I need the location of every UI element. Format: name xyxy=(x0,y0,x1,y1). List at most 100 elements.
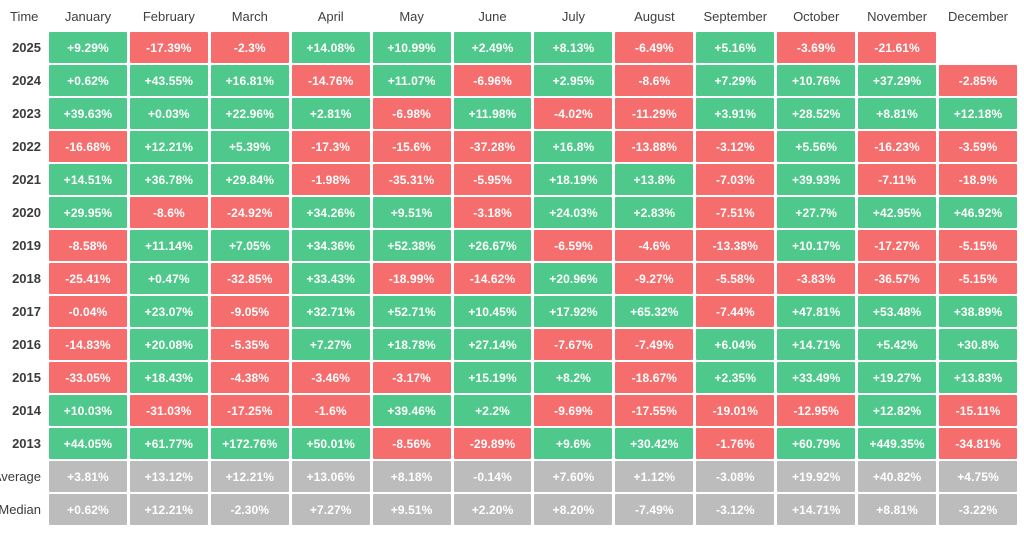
cell-2016-april: +7.27% xyxy=(291,329,370,360)
cell-2024-july: +2.95% xyxy=(534,65,613,96)
cell-2021-june: -5.95% xyxy=(453,164,532,195)
cell-2017-january: -0.04% xyxy=(49,296,127,327)
cell-2015-may: -3.17% xyxy=(372,362,451,393)
row-label-2025: 2025 xyxy=(12,40,41,55)
cell-average-august: +1.12% xyxy=(615,461,694,492)
cell-2022-august: -13.88% xyxy=(615,131,694,162)
cell-2024-august: -8.6% xyxy=(615,65,694,96)
cell-2020-july: +24.03% xyxy=(534,197,613,228)
cell-2013-may: -8.56% xyxy=(372,428,451,459)
month-header-october: October xyxy=(793,8,840,24)
cell-2019-february: +11.14% xyxy=(129,230,208,261)
cell-2021-december: -18.9% xyxy=(939,164,1017,195)
cell-2018-september: -5.58% xyxy=(696,263,775,294)
cell-2023-march: +22.96% xyxy=(210,98,289,129)
cell-2022-december: -3.59% xyxy=(939,131,1017,162)
time-header: Time xyxy=(10,8,39,24)
cell-2020-june: -3.18% xyxy=(453,197,532,228)
cell-2025-march: -2.3% xyxy=(210,32,289,63)
month-header-june: June xyxy=(478,8,507,24)
cell-2021-september: -7.03% xyxy=(696,164,775,195)
month-header-april: April xyxy=(317,8,344,24)
cell-2017-july: +17.92% xyxy=(534,296,613,327)
cell-2018-august: -9.27% xyxy=(615,263,694,294)
cell-2025-december xyxy=(939,32,1017,63)
row-label-2018: 2018 xyxy=(12,271,41,286)
row-label-2023: 2023 xyxy=(12,106,41,121)
cell-2021-november: -7.11% xyxy=(858,164,937,195)
cell-average-may: +8.18% xyxy=(372,461,451,492)
cell-2015-november: +19.27% xyxy=(858,362,937,393)
month-header-july: July xyxy=(561,8,585,24)
cell-2020-march: -24.92% xyxy=(210,197,289,228)
cell-2016-february: +20.08% xyxy=(129,329,208,360)
cell-2021-october: +39.93% xyxy=(777,164,856,195)
cell-2022-may: -15.6% xyxy=(372,131,451,162)
cell-2024-june: -6.96% xyxy=(453,65,532,96)
cell-2024-april: -14.76% xyxy=(291,65,370,96)
cell-2022-september: -3.12% xyxy=(696,131,775,162)
cell-2013-august: +30.42% xyxy=(615,428,694,459)
cell-2019-january: -8.58% xyxy=(49,230,127,261)
cell-median-december: -3.22% xyxy=(939,494,1017,525)
cell-2015-july: +8.2% xyxy=(534,362,613,393)
cell-2018-march: -32.85% xyxy=(210,263,289,294)
cell-2023-december: +12.18% xyxy=(939,98,1017,129)
cell-2020-january: +29.95% xyxy=(49,197,127,228)
cell-median-march: -2.30% xyxy=(210,494,289,525)
cell-median-october: +14.71% xyxy=(777,494,856,525)
cell-2022-november: -16.23% xyxy=(858,131,937,162)
cell-2024-february: +43.55% xyxy=(129,65,208,96)
cell-2018-october: -3.83% xyxy=(777,263,856,294)
cell-2025-april: +14.08% xyxy=(291,32,370,63)
cell-2020-september: -7.51% xyxy=(696,197,775,228)
month-header-january: January xyxy=(64,8,112,24)
cell-2015-september: +2.35% xyxy=(696,362,775,393)
cell-2017-june: +10.45% xyxy=(453,296,532,327)
cell-2022-july: +16.8% xyxy=(534,131,613,162)
cell-2023-october: +28.52% xyxy=(777,98,856,129)
row-label-average: Average xyxy=(0,469,41,484)
cell-average-september: -3.08% xyxy=(696,461,775,492)
cell-2013-january: +44.05% xyxy=(49,428,127,459)
cell-2023-november: +8.81% xyxy=(858,98,937,129)
cell-2013-october: +60.79% xyxy=(777,428,856,459)
cell-2013-november: +449.35% xyxy=(858,428,937,459)
cell-2018-december: -5.15% xyxy=(939,263,1017,294)
cell-2019-december: -5.15% xyxy=(939,230,1017,261)
cell-2024-january: +0.62% xyxy=(49,65,127,96)
cell-2014-march: -17.25% xyxy=(210,395,289,426)
cell-2016-september: +6.04% xyxy=(696,329,775,360)
row-label-2015: 2015 xyxy=(12,370,41,385)
cell-2018-june: -14.62% xyxy=(453,263,532,294)
month-header-november: November xyxy=(867,8,928,24)
cell-2019-july: -6.59% xyxy=(534,230,613,261)
cell-2023-june: +11.98% xyxy=(453,98,532,129)
cell-2015-august: -18.67% xyxy=(615,362,694,393)
cell-2013-july: +9.6% xyxy=(534,428,613,459)
cell-2022-february: +12.21% xyxy=(129,131,208,162)
cell-2014-january: +10.03% xyxy=(49,395,127,426)
cell-2021-august: +13.8% xyxy=(615,164,694,195)
cell-2021-may: -35.31% xyxy=(372,164,451,195)
cell-2025-february: -17.39% xyxy=(129,32,208,63)
cell-2017-november: +53.48% xyxy=(858,296,937,327)
cell-2018-april: +33.43% xyxy=(291,263,370,294)
cell-2024-november: +37.29% xyxy=(858,65,937,96)
cell-2013-june: -29.89% xyxy=(453,428,532,459)
cell-average-july: +7.60% xyxy=(534,461,613,492)
cell-2019-september: -13.38% xyxy=(696,230,775,261)
month-header-september: September xyxy=(703,8,768,24)
cell-2015-april: -3.46% xyxy=(291,362,370,393)
cell-2023-september: +3.91% xyxy=(696,98,775,129)
cell-2017-february: +23.07% xyxy=(129,296,208,327)
cell-2017-september: -7.44% xyxy=(696,296,775,327)
cell-2017-august: +65.32% xyxy=(615,296,694,327)
cell-2016-may: +18.78% xyxy=(372,329,451,360)
cell-2022-june: -37.28% xyxy=(453,131,532,162)
cell-2025-november: -21.61% xyxy=(858,32,937,63)
cell-2020-december: +46.92% xyxy=(939,197,1017,228)
row-label-2016: 2016 xyxy=(12,337,41,352)
cell-2020-april: +34.26% xyxy=(291,197,370,228)
row-label-2022: 2022 xyxy=(12,139,41,154)
